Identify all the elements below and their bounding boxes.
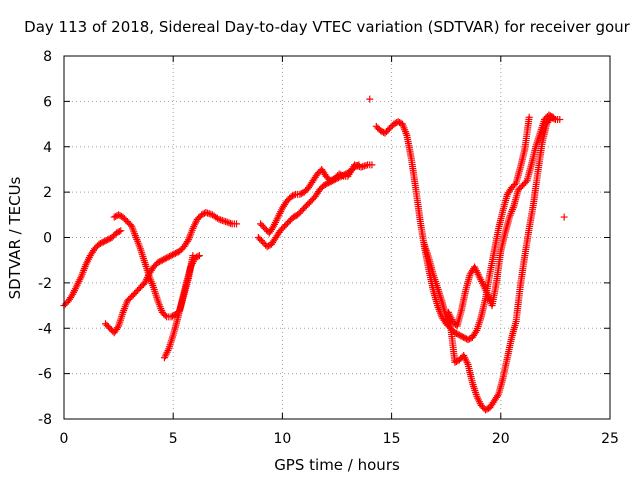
series-arc-4 xyxy=(160,252,203,362)
y-tick-label: 4 xyxy=(43,140,52,156)
data-point xyxy=(556,116,564,124)
series-arc-6 xyxy=(257,161,376,237)
grid xyxy=(64,56,610,419)
series-arc-1 xyxy=(60,227,125,310)
x-tick-label: 0 xyxy=(60,431,69,447)
data-point xyxy=(290,191,298,199)
plot-area xyxy=(60,95,568,414)
data-point xyxy=(338,171,346,179)
y-tick-label: -2 xyxy=(38,276,52,292)
series-isolated-2 xyxy=(560,213,568,221)
data-point xyxy=(472,328,480,336)
data-point xyxy=(183,237,191,245)
x-tick-label: 10 xyxy=(273,431,291,447)
data-point xyxy=(117,227,125,235)
data-point xyxy=(68,292,76,300)
series-arc-8 xyxy=(420,113,564,414)
chart-title: Day 113 of 2018, Sidereal Day-to-day VTE… xyxy=(24,18,631,36)
axis-tick-labels: 0 5 10 15 20 25 -8 -6 -4 -2 0 2 4 6 8 xyxy=(38,49,619,447)
series-arc-9 xyxy=(444,111,557,330)
x-axis-label: GPS time / hours xyxy=(274,456,400,474)
axis-ticks xyxy=(63,55,611,420)
data-point xyxy=(213,214,221,222)
x-tick-label: 25 xyxy=(601,431,619,447)
series-isolated-1 xyxy=(366,95,374,103)
data-point xyxy=(560,213,568,221)
data-point xyxy=(161,311,169,319)
data-point xyxy=(269,224,277,232)
series-arc-2 xyxy=(101,209,241,337)
data-point xyxy=(233,220,241,228)
data-point xyxy=(194,252,202,260)
data-point xyxy=(525,113,533,121)
data-point xyxy=(366,95,374,103)
data-point xyxy=(114,324,122,332)
y-tick-label: -8 xyxy=(38,412,52,428)
x-tick-label: 15 xyxy=(383,431,401,447)
data-point xyxy=(549,113,557,121)
data-point xyxy=(548,113,556,120)
y-tick-label: 0 xyxy=(43,231,52,247)
y-tick-label: 8 xyxy=(43,49,52,65)
y-tick-label: 6 xyxy=(43,94,52,110)
data-point xyxy=(368,161,376,169)
data-point xyxy=(115,227,123,235)
x-tick-label: 20 xyxy=(492,431,510,447)
data-point xyxy=(494,392,502,400)
x-tick-label: 5 xyxy=(169,431,178,447)
y-tick-label: -4 xyxy=(38,321,52,337)
data-point xyxy=(195,252,203,260)
y-tick-label: 2 xyxy=(43,185,52,201)
y-axis-label: SDTVAR / TECUs xyxy=(6,176,24,299)
y-tick-label: -6 xyxy=(38,367,52,383)
